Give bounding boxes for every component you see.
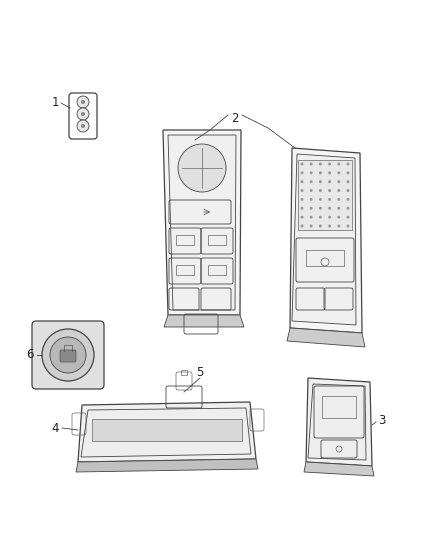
FancyBboxPatch shape [32,321,104,389]
Polygon shape [292,154,356,325]
Circle shape [319,189,322,192]
Circle shape [77,120,89,132]
Circle shape [346,163,350,166]
Circle shape [310,163,313,166]
Circle shape [319,171,322,174]
Circle shape [310,180,313,183]
Circle shape [346,198,350,201]
Polygon shape [287,328,365,347]
Bar [208,235,226,245]
Circle shape [50,337,86,373]
Polygon shape [306,378,372,466]
Circle shape [300,163,304,166]
Circle shape [319,216,322,219]
Circle shape [310,189,313,192]
Circle shape [337,198,340,201]
Circle shape [346,207,350,210]
Circle shape [300,224,304,228]
Polygon shape [290,148,362,333]
Circle shape [300,198,304,201]
Polygon shape [76,459,258,472]
Polygon shape [308,384,366,460]
Circle shape [319,180,322,183]
Circle shape [77,96,89,108]
Circle shape [81,124,85,128]
Bar [176,265,194,275]
Circle shape [319,198,322,201]
Bar [181,370,187,375]
Circle shape [346,180,350,183]
Bar [306,250,344,266]
Circle shape [319,163,322,166]
Circle shape [328,224,331,228]
Text: 6: 6 [26,349,34,361]
Polygon shape [163,130,241,315]
Circle shape [310,207,313,210]
Text: 3: 3 [378,414,385,426]
Circle shape [310,198,313,201]
FancyBboxPatch shape [60,350,76,362]
Circle shape [300,180,304,183]
Bar [298,160,352,230]
Circle shape [319,207,322,210]
Circle shape [328,198,331,201]
Circle shape [178,144,226,192]
Circle shape [328,189,331,192]
Circle shape [310,171,313,174]
Text: 5: 5 [196,366,204,378]
Polygon shape [168,135,236,310]
Circle shape [346,224,350,228]
Text: 4: 4 [51,422,59,434]
Circle shape [328,207,331,210]
Circle shape [300,216,304,219]
Polygon shape [78,402,256,462]
Circle shape [346,216,350,219]
Circle shape [42,329,94,381]
Bar [92,419,242,441]
Circle shape [337,189,340,192]
Bar [176,235,194,245]
Circle shape [81,100,85,104]
Circle shape [319,224,322,228]
Circle shape [337,207,340,210]
Bar [322,396,356,418]
Circle shape [337,224,340,228]
Circle shape [310,224,313,228]
Circle shape [337,163,340,166]
Bar [208,265,226,275]
Circle shape [328,163,331,166]
Circle shape [346,189,350,192]
Circle shape [300,207,304,210]
Circle shape [310,216,313,219]
Polygon shape [164,315,244,327]
Polygon shape [81,408,251,457]
Circle shape [300,171,304,174]
Circle shape [300,189,304,192]
Circle shape [337,171,340,174]
Circle shape [328,180,331,183]
Circle shape [337,216,340,219]
Circle shape [81,112,85,116]
Circle shape [337,180,340,183]
Text: 1: 1 [51,96,59,109]
Polygon shape [304,462,374,476]
Text: 2: 2 [231,111,239,125]
Circle shape [346,171,350,174]
Circle shape [77,108,89,120]
Circle shape [328,171,331,174]
Circle shape [328,216,331,219]
